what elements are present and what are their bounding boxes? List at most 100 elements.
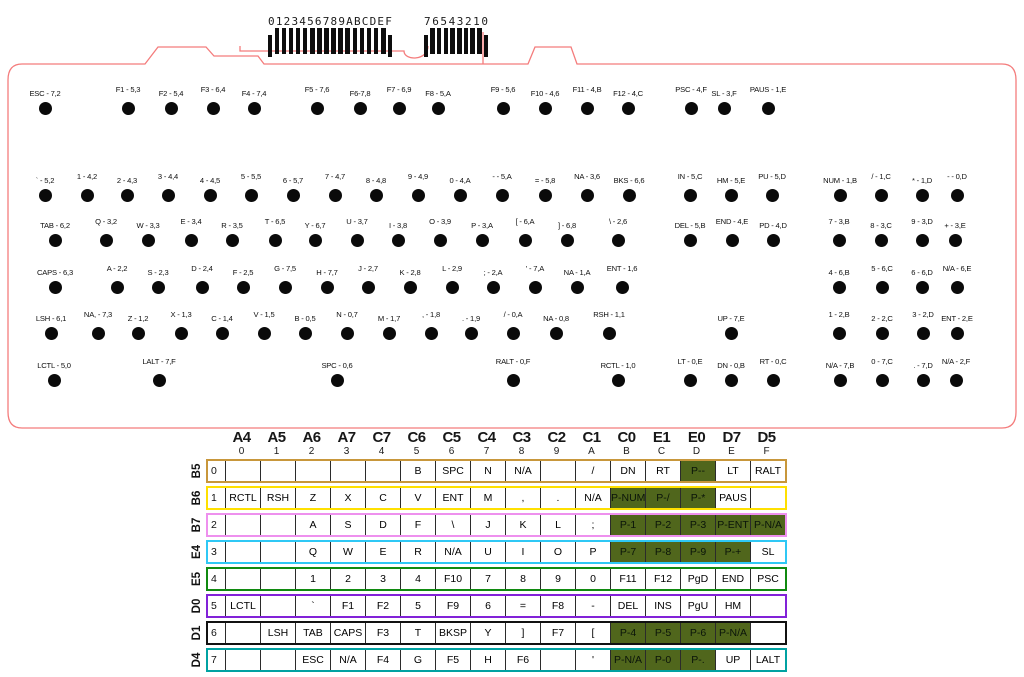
matrix-cell: P-. [680,650,715,670]
matrix-cell: RCTL [225,488,260,508]
key-label: ; - 2,A [483,268,503,277]
matrix-cell [750,623,785,643]
key-dot [278,281,292,294]
connector-pin [436,28,442,54]
key-dot [916,327,930,340]
connector-pin-number: 0 [481,15,488,28]
key-label: \ - 2,6 [608,217,627,226]
matrix-row-number: 5 [211,600,217,612]
key: F10 - 4,6 [503,89,587,115]
key-dot [330,374,344,387]
matrix-cell: P-4 [610,623,645,643]
key-label: LALT - 7,F [142,357,176,366]
matrix-col-pin-label: D5 [757,429,777,446]
matrix-cell: N/A [505,461,540,481]
matrix-cell: ] [505,623,540,643]
key: Q - 3,2 [64,217,148,247]
matrix-cell: F12 [645,569,680,589]
key-dot [949,374,963,387]
key: F3 - 6,4 [171,85,255,115]
matrix-cell: ` [295,596,330,616]
connector-pin [424,35,428,57]
key-label: I - 3,8 [388,221,407,230]
matrix-cell: \ [435,515,470,535]
matrix-cell: F6 [505,650,540,670]
key-dot [761,102,775,115]
key-label: F - 2,5 [232,268,254,277]
key-dot [602,327,616,340]
key: 7 - 4,7 [293,172,377,202]
key: LCTL - 5,0 [12,361,96,387]
connector-teeth [268,28,392,58]
key-label: RT - 0,C [759,357,787,366]
matrix-cell: SL [750,542,785,562]
key-label: DEL - 5,B [674,221,706,230]
key-label: 1 - 4,2 [76,172,98,181]
key-label: B - 0,5 [294,314,316,323]
key-label: ENT - 1,6 [606,264,638,273]
key-dot [152,374,166,387]
matrix-cell: F9 [435,596,470,616]
key-label: SPC - 0,6 [321,361,353,370]
key-label: Y - 6,7 [304,221,326,230]
key: \ - 2,6 [576,217,660,247]
matrix-cell: I [505,542,540,562]
matrix-row-pin-label: B7 [191,517,203,533]
key: 4 - 4,5 [168,176,252,202]
matrix-cell: 2 [330,569,365,589]
key: 3 - 4,4 [126,172,210,202]
matrix-cell [260,515,295,535]
key-label: NA - 3,6 [574,172,600,181]
key: / - 0,A [471,310,555,340]
matrix-cell: INS [645,596,680,616]
key-dot [560,234,574,247]
key-label: [ - 6,A [515,217,535,226]
key-label: 3 - 4,4 [157,172,179,181]
key-dot [382,327,396,340]
matrix-cell: N [470,461,505,481]
key-dot [506,327,520,340]
key-dot [298,327,312,340]
matrix-row: 5 LCTL ` F1 F2 5 F9 6 = F8- DEL INS PgU HM [206,594,787,618]
key-dot [538,102,552,115]
matrix-cell: E [365,542,400,562]
key: 4 - 6,B [797,268,881,294]
connector-pin-number: A [346,15,353,28]
matrix-cell: P-/ [645,488,680,508]
key-label: P - 3,A [471,221,493,230]
key-dot [766,234,780,247]
matrix-col-hex-label: D [692,446,701,457]
matrix-col-hex-header: 0 1 2 3 4 5 6 7 8 9 A B C D E F [224,446,787,457]
matrix-cell: G [400,650,435,670]
key-label: , - 1,8 [421,310,440,319]
matrix-cell: PgD [680,569,715,589]
matrix-cell: UP [715,650,750,670]
key-label: G - 7,5 [274,264,296,273]
matrix-row-pin-label: B6 [191,490,203,506]
key-dot [833,189,847,202]
matrix-cell: 1 [295,569,330,589]
key-dot [538,189,552,202]
matrix-cell: P-6 [680,623,715,643]
connector-pin [317,28,322,54]
key-dot [80,189,94,202]
matrix-col-pin-label: A4 [232,429,252,446]
matrix-cell: P-7 [610,542,645,562]
matrix-cell: P-5 [645,623,680,643]
key-dot [350,234,364,247]
key: . - 1,9 [429,314,513,340]
key-label: RCTL - 1,0 [600,361,636,370]
matrix-col-pin-label: C3 [512,429,532,446]
matrix-cell: CAPS [330,623,365,643]
matrix-cell: J [470,515,505,535]
key: RCTL - 1,0 [576,361,660,387]
key-dot [875,281,889,294]
key-label: 5 - 5,5 [240,172,262,181]
matrix-cell [225,569,260,589]
matrix-col-hex-label: 6 [448,446,455,457]
matrix-cell [295,461,330,481]
matrix-col-pin-label: C6 [407,429,427,446]
key-dot [496,102,510,115]
